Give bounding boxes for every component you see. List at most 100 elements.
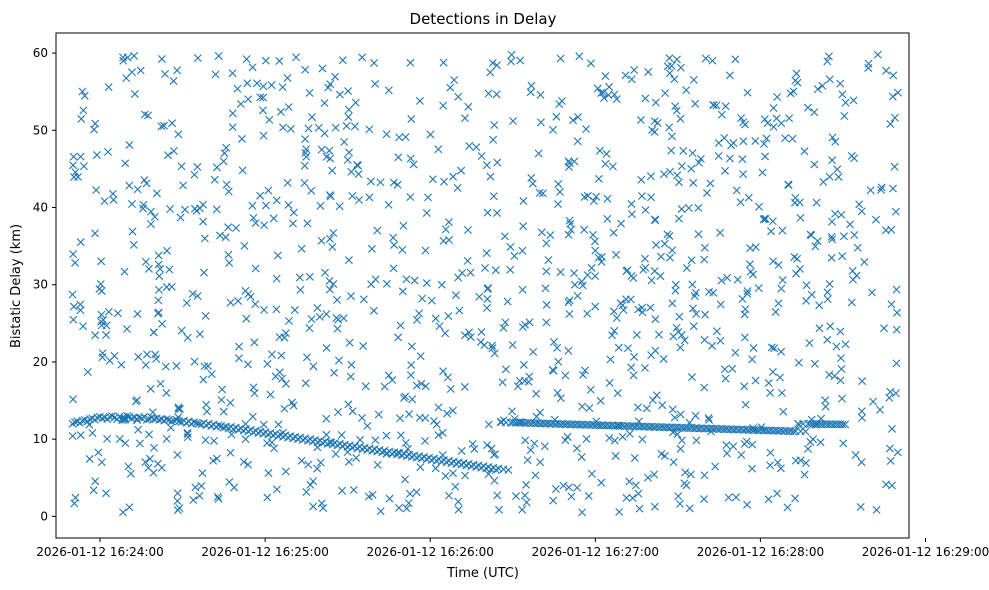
data-point [691,411,700,420]
data-point [760,115,769,124]
data-point [775,373,784,382]
data-point [451,291,460,300]
data-point [441,225,450,234]
data-point [836,376,845,385]
data-point [668,405,677,414]
data-point [226,298,235,307]
data-point [380,382,389,391]
data-point [69,302,78,311]
data-point [816,438,825,447]
data-point [583,309,592,318]
data-point [622,267,631,276]
data-point [174,130,183,139]
data-point [595,146,604,155]
data-point [267,350,276,359]
data-point [382,279,391,288]
data-point [648,396,657,405]
data-point [301,135,310,144]
data-point [769,122,778,131]
data-point [650,127,659,136]
data-point [195,330,204,339]
data-point [212,454,221,463]
data-point [431,314,440,323]
data-point [706,179,715,188]
data-point [800,147,809,156]
data-point [233,84,242,93]
data-point [564,298,573,307]
data-point [140,110,149,119]
data-point [506,242,515,251]
data-point [809,435,818,444]
data-point [773,489,782,498]
data-point [472,143,481,152]
data-point [304,460,313,469]
data-point [512,492,520,501]
data-point [125,181,134,190]
data-point [751,136,760,145]
data-point [657,449,666,458]
data-point [173,496,182,505]
data-point [297,244,306,253]
data-point [647,193,656,202]
data-point [549,338,558,347]
data-point [764,495,773,504]
data-point [521,436,530,445]
data-point [269,214,278,223]
data-point [696,154,705,163]
data-point [444,491,453,500]
data-point [240,241,249,250]
data-point [618,432,627,441]
data-point [857,458,866,467]
data-point [427,296,436,305]
data-point [701,54,710,63]
data-point [439,367,448,376]
data-point [653,118,662,127]
data-point [162,434,171,443]
data-point [841,420,850,429]
data-point [483,294,492,303]
data-point [670,75,679,84]
data-point [102,331,111,340]
data-point [725,71,734,80]
data-point [466,268,475,277]
data-point [259,93,268,102]
data-point [839,232,848,241]
data-point [838,252,847,261]
data-point [393,180,402,189]
data-point [103,434,112,443]
data-point [731,348,740,357]
data-point [204,362,212,371]
data-point [825,279,834,288]
data-point [673,430,682,439]
data-point [872,505,881,514]
data-point [130,89,139,98]
data-point [275,57,284,66]
data-point [659,354,668,363]
data-point [359,295,368,304]
data-point [331,123,340,132]
data-point [635,504,644,513]
data-point [68,290,77,299]
data-point [684,204,693,212]
data-point [228,123,237,132]
data-point [685,504,694,513]
data-point [556,54,565,63]
data-point [263,439,272,448]
data-point [495,505,503,514]
data-point [766,448,775,457]
data-point [191,483,200,492]
data-point [777,388,786,397]
data-point [659,170,668,179]
data-point [292,53,301,62]
data-point [704,414,713,423]
data-point [228,109,237,118]
data-point [399,221,408,230]
data-point [542,300,551,309]
data-point [264,469,273,478]
data-point [578,508,587,517]
data-point [507,50,516,59]
data-point [355,195,364,204]
data-point [536,458,545,467]
data-point [200,268,209,277]
data-point [669,428,677,437]
